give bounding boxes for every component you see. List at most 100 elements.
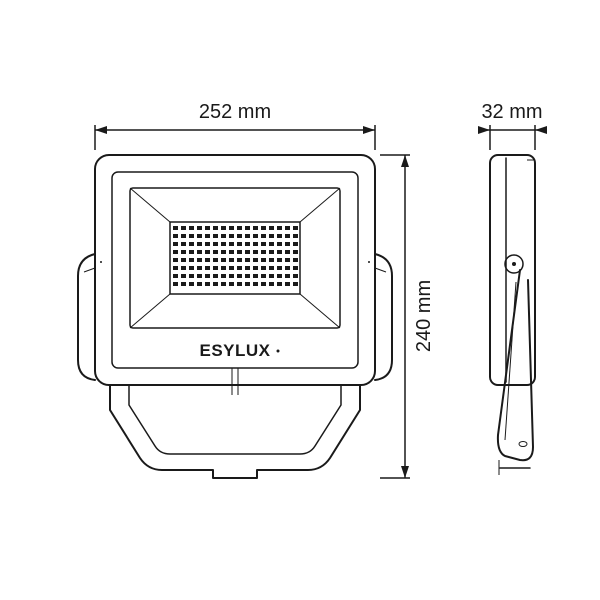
led-dot (197, 266, 202, 270)
led-dot (253, 250, 258, 254)
led-dot (221, 258, 226, 262)
led-dot (181, 266, 186, 270)
led-dot (245, 242, 250, 246)
led-dot (221, 266, 226, 270)
led-dot (181, 226, 186, 230)
front-view: ESYLUX (78, 155, 392, 478)
led-dot (197, 250, 202, 254)
led-dot (285, 250, 290, 254)
led-dot (253, 282, 258, 286)
led-dot (277, 242, 282, 246)
led-dot (245, 266, 250, 270)
brand-label: ESYLUX (199, 341, 270, 360)
led-dot (173, 250, 178, 254)
led-dot (245, 226, 250, 230)
led-dot (269, 266, 274, 270)
led-dot (173, 282, 178, 286)
led-dot (205, 234, 210, 238)
led-dot (213, 242, 218, 246)
led-dot (277, 226, 282, 230)
led-dot (293, 250, 298, 254)
dim-height: 240 mm (380, 155, 435, 478)
led-dot (261, 274, 266, 278)
led-dot (181, 282, 186, 286)
led-dot (269, 282, 274, 286)
led-dot (229, 234, 234, 238)
led-dot (229, 242, 234, 246)
led-dot (205, 282, 210, 286)
led-dot (269, 234, 274, 238)
led-dot (261, 234, 266, 238)
led-dot (213, 266, 218, 270)
led-dot (221, 250, 226, 254)
led-dot (189, 250, 194, 254)
led-dot (245, 250, 250, 254)
technical-drawing: 252 mm 32 mm 240 mm ESY (0, 0, 600, 600)
led-dot (197, 234, 202, 238)
led-dot (253, 258, 258, 262)
led-dot (269, 242, 274, 246)
led-dot (253, 234, 258, 238)
led-dot (221, 226, 226, 230)
led-dot (189, 226, 194, 230)
led-dot (189, 242, 194, 246)
led-dot (293, 282, 298, 286)
led-dot (213, 234, 218, 238)
led-dot (269, 274, 274, 278)
led-dot (285, 234, 290, 238)
led-dot (293, 226, 298, 230)
led-dot (181, 258, 186, 262)
dim-depth: 32 mm (478, 101, 547, 150)
led-dot (261, 258, 266, 262)
led-dot (221, 274, 226, 278)
led-dot (269, 250, 274, 254)
led-dot (237, 226, 242, 230)
led-dot (221, 234, 226, 238)
led-dot (237, 266, 242, 270)
led-dot (189, 258, 194, 262)
led-dot (229, 266, 234, 270)
led-dot (277, 250, 282, 254)
led-dot (269, 258, 274, 262)
led-dot (173, 274, 178, 278)
led-dot (285, 282, 290, 286)
led-dot (229, 282, 234, 286)
dim-width-label: 252 mm (199, 101, 271, 123)
led-dot (285, 266, 290, 270)
led-dot (205, 250, 210, 254)
led-dot (285, 226, 290, 230)
led-dot (197, 258, 202, 262)
led-dot (221, 242, 226, 246)
led-dot (181, 242, 186, 246)
led-dot (245, 234, 250, 238)
led-dot (261, 242, 266, 246)
led-dot (285, 242, 290, 246)
led-dot (197, 282, 202, 286)
led-dot (285, 258, 290, 262)
led-dot (293, 266, 298, 270)
led-dot (197, 242, 202, 246)
led-dot (245, 282, 250, 286)
led-dot (213, 282, 218, 286)
led-dot (245, 258, 250, 262)
led-dot (253, 242, 258, 246)
led-dot (205, 266, 210, 270)
led-grid (173, 226, 298, 286)
led-dot (237, 258, 242, 262)
led-dot (213, 250, 218, 254)
led-dot (173, 242, 178, 246)
led-dot (205, 274, 210, 278)
led-dot (237, 274, 242, 278)
led-dot (205, 258, 210, 262)
led-dot (261, 266, 266, 270)
led-dot (285, 274, 290, 278)
led-dot (181, 234, 186, 238)
led-dot (205, 242, 210, 246)
dim-depth-label: 32 mm (481, 101, 542, 123)
led-dot (197, 274, 202, 278)
led-dot (229, 258, 234, 262)
led-dot (205, 226, 210, 230)
led-dot (269, 226, 274, 230)
led-dot (293, 242, 298, 246)
led-dot (293, 274, 298, 278)
